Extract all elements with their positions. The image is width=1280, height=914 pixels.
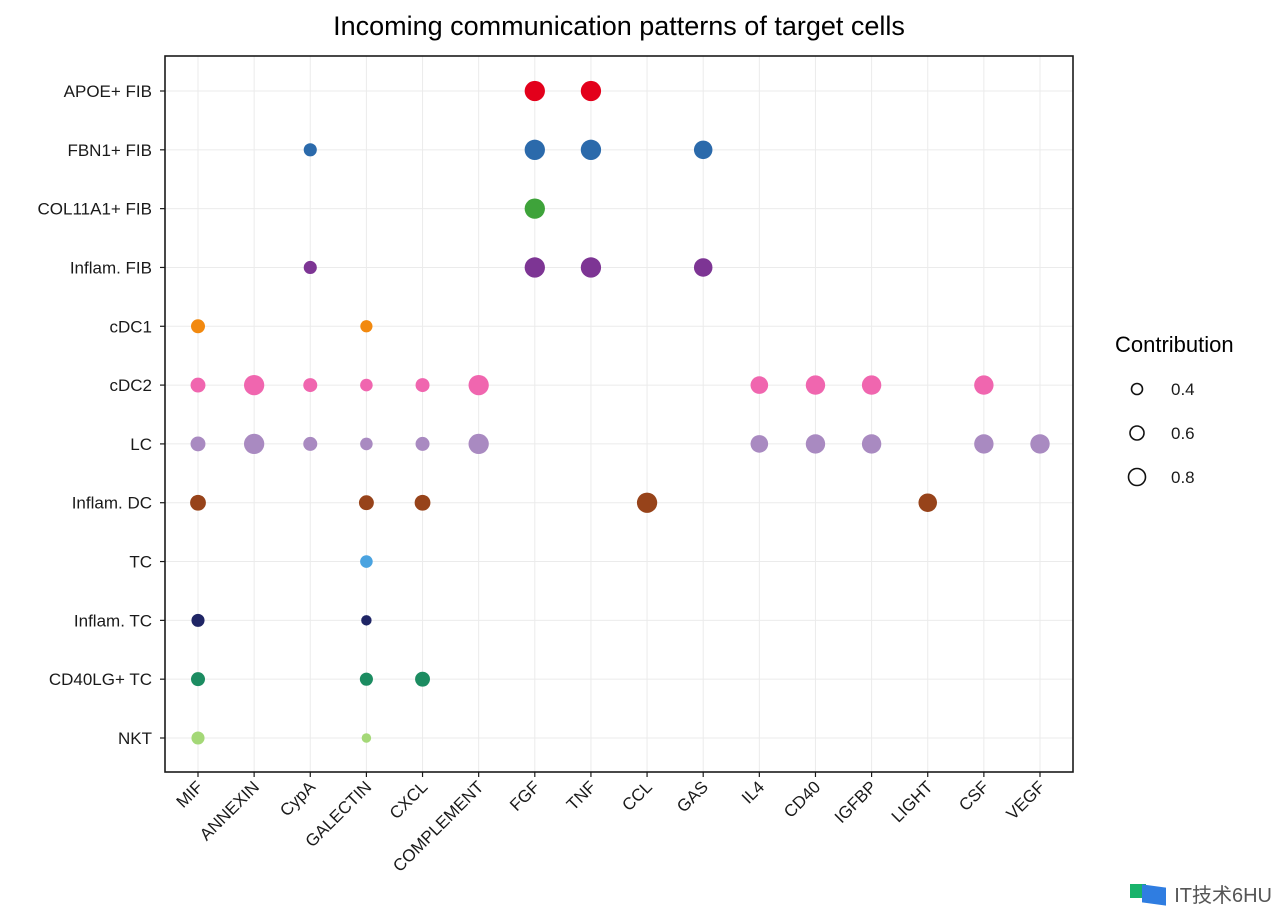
legend-title: Contribution <box>1115 332 1234 357</box>
data-point <box>580 139 602 160</box>
plot-frame <box>164 55 1074 773</box>
data-point <box>861 375 882 395</box>
x-tick-label: ANNEXIN <box>196 777 263 844</box>
x-tick-label: TNF <box>563 777 600 814</box>
legend-key-circle <box>1127 467 1147 487</box>
legend-label: 0.4 <box>1171 380 1195 399</box>
data-point <box>693 258 713 277</box>
data-point <box>361 733 372 743</box>
data-points <box>190 80 1050 745</box>
x-tick-label: CXCL <box>386 777 432 823</box>
x-tick-label: CypA <box>276 777 319 820</box>
x-tick-label: CCL <box>618 777 655 814</box>
y-tick-label: CD40LG+ TC <box>49 670 152 689</box>
x-tick-label: MIF <box>173 777 207 811</box>
data-point <box>190 494 206 511</box>
data-point <box>191 613 205 627</box>
data-point <box>303 436 318 451</box>
data-point <box>861 434 882 454</box>
data-point <box>468 374 489 396</box>
data-point <box>524 80 545 102</box>
x-tick-label: GAS <box>673 777 712 816</box>
y-tick-label: COL11A1+ FIB <box>38 200 153 219</box>
y-tick-label: Inflam. DC <box>72 494 152 513</box>
data-point <box>468 433 489 455</box>
data-point <box>358 495 374 511</box>
watermark: IT技术6HU <box>1130 879 1272 908</box>
y-tick-label: LC <box>130 435 152 454</box>
x-tick-label: VEGF <box>1003 777 1049 823</box>
y-tick-label: FBN1+ FIB <box>67 141 152 160</box>
data-point <box>805 375 826 395</box>
data-point <box>191 672 205 687</box>
grid-lines <box>165 56 1073 772</box>
data-point <box>303 143 317 157</box>
data-point <box>243 374 265 396</box>
data-point <box>524 198 545 219</box>
watermark-logo-icon <box>1130 882 1170 906</box>
data-point <box>750 435 769 453</box>
data-point <box>414 494 431 511</box>
x-tick-label: CD40 <box>780 777 824 821</box>
x-tick-label: CSF <box>955 777 992 814</box>
data-point <box>190 436 206 452</box>
data-point <box>360 555 373 568</box>
watermark-text: IT技术6HU <box>1174 885 1272 907</box>
legend-key-circle <box>1130 382 1144 396</box>
legend-label: 0.6 <box>1171 424 1195 443</box>
x-tick-label: IGFBP <box>831 777 881 827</box>
y-tick-label: cDC1 <box>109 317 152 336</box>
data-point <box>361 615 372 626</box>
legend-key-circle <box>1129 425 1145 441</box>
data-point <box>693 140 713 160</box>
data-point <box>360 378 373 392</box>
data-point <box>1030 434 1050 454</box>
data-point <box>974 375 994 395</box>
y-axis: APOE+ FIB FBN1+ FIB COL11A1+ FIB Inflam. FI… <box>38 82 165 748</box>
data-point <box>360 437 373 451</box>
data-point <box>750 376 769 394</box>
data-point <box>524 139 545 160</box>
x-tick-label: IL4 <box>738 777 768 807</box>
data-point <box>524 257 545 278</box>
x-tick-label: FGF <box>506 777 543 814</box>
y-tick-label: APOE+ FIB <box>64 82 152 101</box>
legend: Contribution 0.4 0.6 0.8 <box>1115 332 1234 487</box>
data-point <box>359 672 373 686</box>
data-point <box>805 434 826 454</box>
y-tick-label: Inflam. FIB <box>70 258 152 277</box>
data-point <box>191 319 205 334</box>
data-point <box>974 434 994 454</box>
y-tick-label: TC <box>129 553 152 572</box>
data-point <box>303 378 318 393</box>
data-point <box>918 493 937 512</box>
data-point <box>415 436 430 451</box>
data-point <box>360 320 373 333</box>
data-point <box>636 492 658 513</box>
data-point <box>191 731 205 745</box>
y-tick-label: Inflam. TC <box>74 611 152 630</box>
y-tick-label: NKT <box>118 729 152 748</box>
data-point <box>580 80 602 102</box>
x-tick-label: LIGHT <box>888 777 937 826</box>
data-point <box>190 377 206 393</box>
y-tick-label: cDC2 <box>109 376 152 395</box>
chart-title: Incoming communication patterns of targe… <box>333 11 905 41</box>
data-point <box>243 433 265 455</box>
legend-label: 0.8 <box>1171 468 1195 487</box>
data-point <box>415 378 430 393</box>
data-point <box>580 257 602 278</box>
data-point <box>415 671 430 687</box>
data-point <box>303 260 317 275</box>
